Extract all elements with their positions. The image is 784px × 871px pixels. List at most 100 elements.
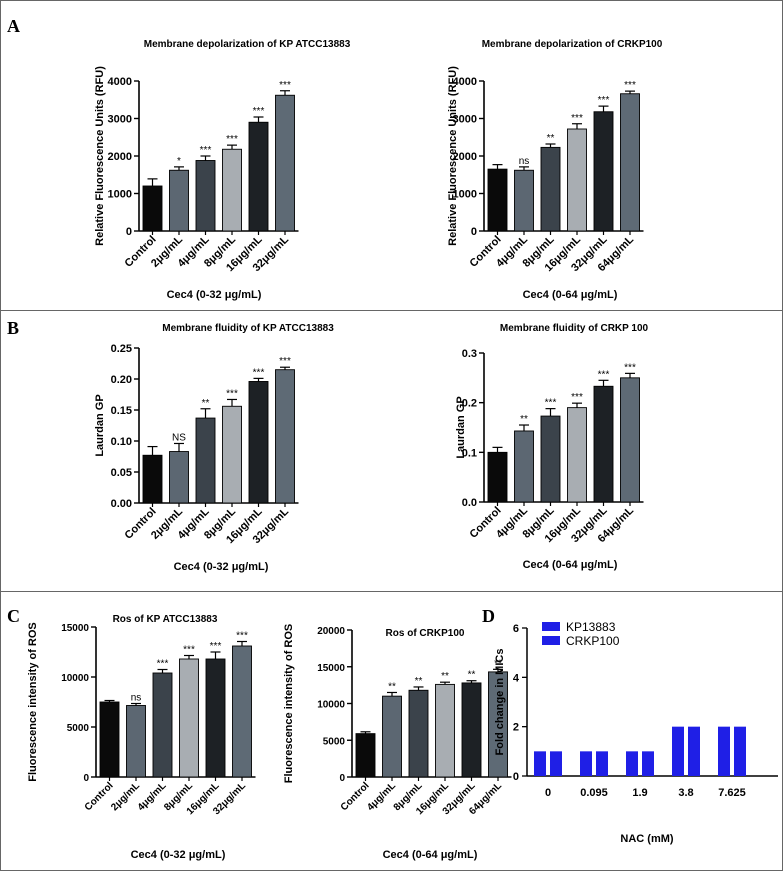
significance-label: *** (200, 145, 212, 156)
x-axis-label: Cec4 (0-32 μg/mL) (167, 289, 262, 301)
y-tick-label: 2 (513, 722, 519, 734)
y-axis-label: Relative Fluorescence Units (RFU) (94, 66, 106, 246)
x-tick-label: 7.625 (718, 787, 746, 799)
significance-label: *** (598, 95, 610, 106)
x-axis-label: Cec4 (0-32 μg/mL) (174, 561, 269, 573)
significance-label: *** (598, 369, 610, 380)
x-axis-label: Cec4 (0-32 μg/mL) (131, 849, 226, 861)
significance-label: *** (226, 388, 238, 399)
y-tick-label: 2000 (453, 151, 477, 163)
x-axis-label: Cec4 (0-64 μg/mL) (523, 289, 618, 301)
y-tick-label: 0.3 (462, 348, 477, 360)
y-tick-label: 3000 (108, 114, 132, 126)
y-axis-label: Fluorescence intensity of ROS (283, 624, 295, 784)
bar (642, 751, 654, 776)
significance-label: ** (202, 398, 210, 409)
y-tick-label: 5000 (67, 723, 90, 734)
x-tick-label: 0 (545, 787, 551, 799)
y-tick-label: 4000 (108, 76, 132, 88)
significance-label: *** (226, 134, 238, 145)
legend-swatch (542, 622, 560, 631)
bar (688, 726, 700, 776)
y-tick-label: 2000 (108, 151, 132, 163)
y-tick-label: 4000 (453, 76, 477, 88)
y-axis-label: Fluorescence intensity of ROS (27, 622, 39, 782)
y-tick-label: 0 (83, 773, 89, 784)
y-tick-label: 0.15 (111, 405, 132, 417)
significance-label: *** (279, 80, 291, 91)
y-tick-label: 15000 (317, 663, 345, 674)
y-tick-label: 0.20 (111, 374, 132, 386)
y-axis-label: Relative Fluorescence Units (RFU) (447, 66, 459, 246)
y-axis-label: Laurdan GP (455, 396, 467, 458)
bar (672, 726, 684, 776)
chart-title: Membrane fluidity of CRKP 100 (500, 323, 649, 334)
legend-label: KP13883 (566, 620, 616, 634)
significance-label: *** (253, 106, 265, 117)
significance-label: * (177, 156, 181, 167)
significance-label: ns (131, 693, 142, 704)
panel-b-frame (0, 310, 783, 592)
y-tick-label: 5000 (323, 736, 346, 747)
significance-label: *** (183, 645, 195, 656)
significance-label: ** (520, 414, 528, 425)
x-tick-label: 0.095 (580, 787, 608, 799)
chart-title: Ros of CRKP100 (386, 628, 465, 639)
y-tick-label: 0.0 (462, 497, 477, 509)
y-tick-label: 0.05 (111, 467, 132, 479)
chart-title: Membrane depolarization of CRKP100 (482, 39, 663, 50)
legend-swatch (542, 636, 560, 645)
y-tick-label: 20000 (317, 626, 345, 637)
panel-label-a: A (7, 16, 20, 36)
bar (626, 751, 638, 776)
significance-label: *** (624, 80, 636, 91)
significance-label: ns (519, 156, 530, 167)
panel-a-frame (0, 0, 783, 311)
chart-title: Membrane depolarization of KP ATCC13883 (144, 39, 351, 50)
chart-title: Ros of KP ATCC13883 (113, 614, 218, 625)
y-tick-label: 1000 (453, 189, 477, 201)
significance-label: *** (571, 392, 583, 403)
significance-label: *** (545, 398, 557, 409)
chart-title: Membrane fluidity of KP ATCC13883 (162, 323, 334, 334)
significance-label: *** (253, 367, 265, 378)
panel-label-c: C (7, 606, 20, 626)
y-axis-label: Laurdan GP (94, 394, 106, 456)
y-tick-label: 0.2 (462, 398, 477, 410)
y-tick-label: 10000 (317, 700, 345, 711)
bar (534, 751, 546, 776)
significance-label: ** (415, 676, 423, 687)
significance-label: *** (624, 362, 636, 373)
significance-label: ** (547, 133, 555, 144)
significance-label: *** (157, 659, 169, 670)
significance-label: ** (388, 681, 396, 692)
y-tick-label: 1000 (108, 189, 132, 201)
y-tick-label: 0 (339, 773, 345, 784)
legend-label: CRKP100 (566, 634, 620, 648)
bar (580, 751, 592, 776)
x-tick-label: 1.9 (632, 787, 647, 799)
y-tick-label: 0.1 (462, 447, 477, 459)
x-axis-label: NAC (mM) (620, 833, 673, 845)
x-tick-label: 3.8 (678, 787, 693, 799)
significance-label: ** (441, 671, 449, 682)
significance-label: *** (210, 641, 222, 652)
y-tick-label: 0.10 (111, 436, 132, 448)
significance-label: *** (236, 631, 248, 642)
x-axis-label: Cec4 (0-64 μg/mL) (383, 849, 478, 861)
y-tick-label: 4 (513, 672, 520, 684)
y-axis-label: Fold change in MICs (494, 649, 506, 756)
y-tick-label: 0 (471, 226, 477, 238)
significance-label: *** (279, 356, 291, 367)
significance-label: NS (172, 432, 186, 443)
y-tick-label: 3000 (453, 114, 477, 126)
panel-label-d: D (482, 606, 495, 626)
y-tick-label: 0 (126, 226, 132, 238)
